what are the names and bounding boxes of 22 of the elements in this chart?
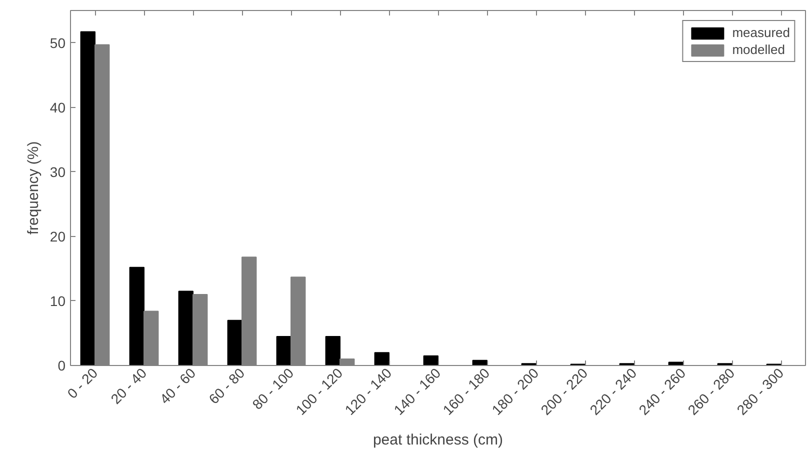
y-tick-label: 0 — [58, 358, 66, 374]
x-tick-label: 0 - 20 — [64, 364, 101, 402]
bar — [178, 290, 194, 366]
y-tick-label: 10 — [50, 292, 66, 309]
x-axis-title: peat thickness (cm) — [372, 432, 504, 449]
y-tick-label: 30 — [50, 164, 66, 180]
x-tick-label: 60 - 80 — [206, 364, 248, 407]
legend-label: measured — [732, 25, 790, 40]
legend-label: modelled — [732, 42, 785, 57]
x-tick-label: 20 - 40 — [108, 364, 150, 407]
bar — [227, 320, 242, 366]
y-tick-label: 50 — [50, 34, 66, 51]
y-axis-title: frequency (%) — [24, 141, 42, 235]
bar — [325, 336, 340, 366]
bar — [129, 266, 144, 366]
bar — [423, 355, 438, 366]
y-tick-label: 40 — [50, 99, 66, 116]
bar — [80, 31, 96, 366]
y-tick-label: 20 — [50, 228, 66, 244]
bar — [276, 336, 292, 366]
bar — [374, 352, 390, 366]
x-tick-label: 40 - 60 — [156, 364, 199, 407]
